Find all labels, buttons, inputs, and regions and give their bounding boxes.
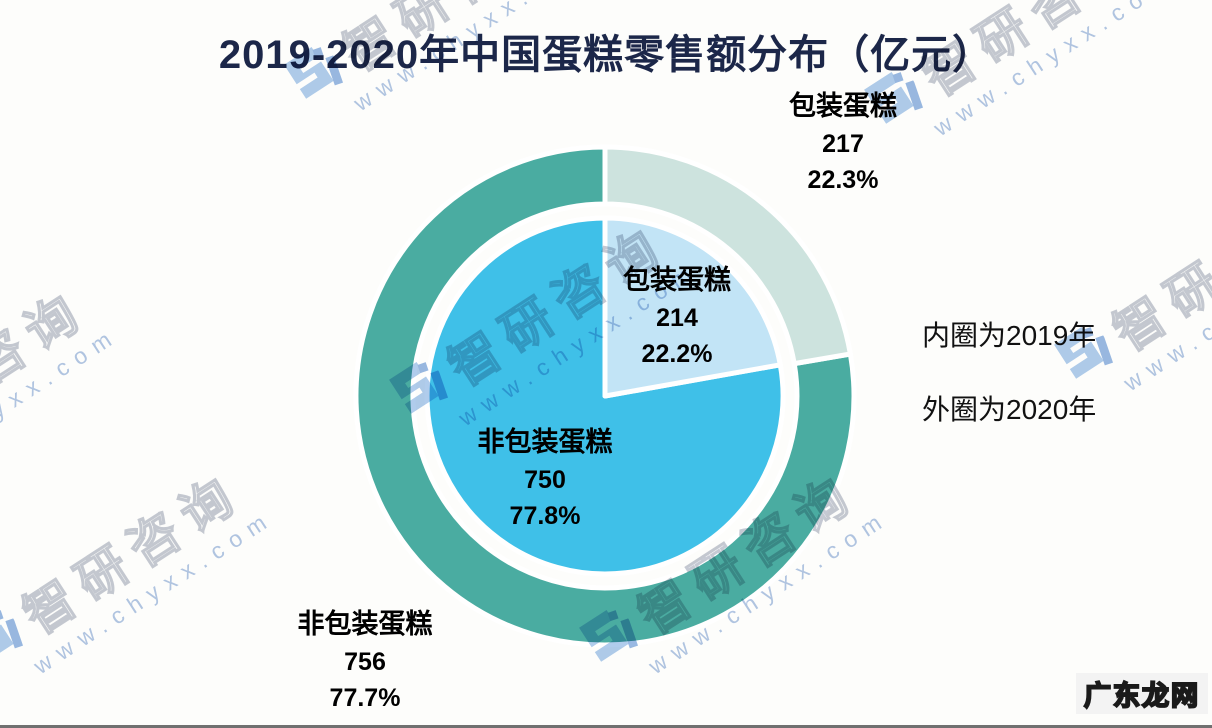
label-inner-nonpackaged: 非包装蛋糕 750 77.8% bbox=[477, 427, 613, 531]
label-outer-packaged-percent: 22.3% bbox=[807, 165, 879, 194]
chart-title: 2019-2020年中国蛋糕零售额分布（亿元） bbox=[218, 33, 994, 77]
note-inner-ring: 内圈为2019年 bbox=[922, 320, 1097, 351]
outer-ring-packaged-slice bbox=[602, 144, 853, 367]
label-inner-packaged-name: 包装蛋糕 bbox=[623, 265, 731, 295]
label-inner-packaged: 包装蛋糕 214 22.2% bbox=[623, 265, 731, 369]
label-outer-packaged-value: 217 bbox=[822, 129, 864, 158]
label-outer-packaged: 包装蛋糕 217 22.3% bbox=[789, 91, 897, 195]
label-outer-nonpackaged-percent: 77.7% bbox=[329, 683, 401, 712]
label-outer-nonpackaged: 非包装蛋糕 756 77.7% bbox=[297, 609, 433, 713]
label-inner-nonpackaged-value: 750 bbox=[524, 465, 566, 494]
label-inner-packaged-percent: 22.2% bbox=[641, 339, 713, 368]
outer-ring-nonpackaged-slice bbox=[353, 144, 857, 648]
inner-pie-packaged-slice bbox=[602, 215, 783, 399]
label-inner-nonpackaged-percent: 77.8% bbox=[509, 501, 581, 530]
label-outer-nonpackaged-value: 756 bbox=[344, 647, 386, 676]
bottom-divider bbox=[0, 725, 1212, 728]
label-inner-nonpackaged-name: 非包装蛋糕 bbox=[477, 427, 613, 457]
label-outer-packaged-name: 包装蛋糕 bbox=[789, 91, 897, 121]
note-outer-ring: 外圈为2020年 bbox=[922, 394, 1097, 425]
site-badge: 广东龙网 bbox=[1076, 673, 1208, 714]
label-outer-nonpackaged-name: 非包装蛋糕 bbox=[297, 609, 433, 639]
label-inner-packaged-value: 214 bbox=[656, 303, 698, 332]
